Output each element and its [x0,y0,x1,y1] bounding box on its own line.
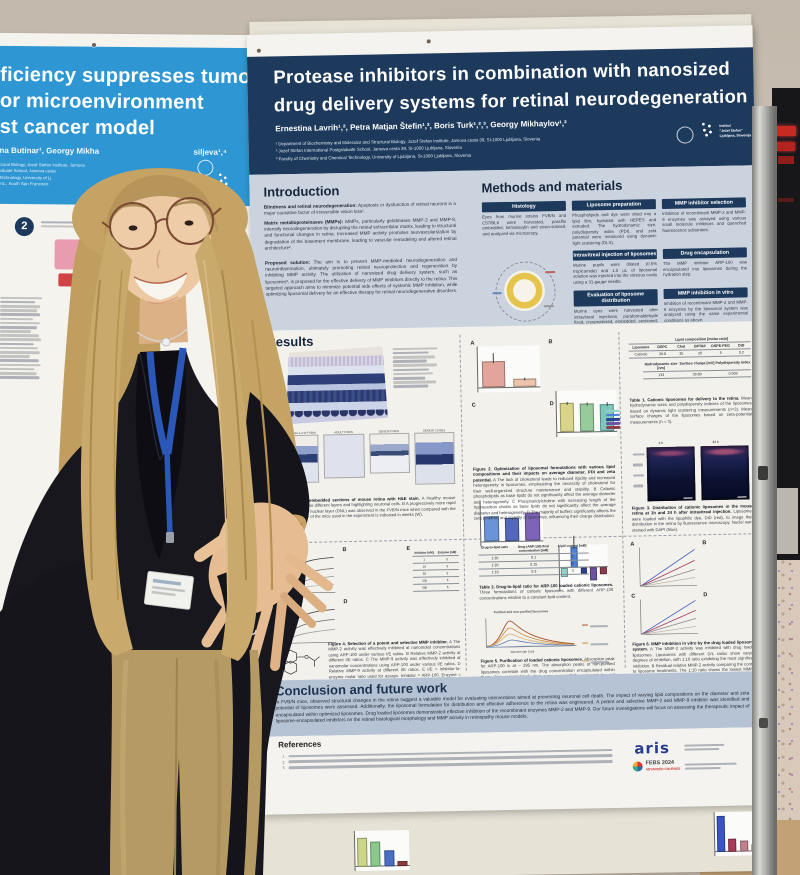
institute-logo-text: Institut "Jožef Stefan" Ljubljana, Slove… [719,123,752,138]
lanyard [146,347,187,535]
fig6-mmp9-lines [640,599,699,635]
aris-logo-lines [684,742,725,753]
febs-event-lines [684,761,737,772]
main-poster-header: Protease inhibitors in combination with … [246,47,756,175]
fig3-fluorescence-1h [646,446,696,502]
fig6-mmp2-lines [639,547,698,587]
left-poster-title-line: ficiency suppresses tumor growth [0,63,257,89]
eye [128,225,138,231]
method-box-encapsulation: Drug encapsulation The MMP inhibitor ARP… [662,247,748,277]
poster-authors: Ernestina Lavrih¹,², Petra Matjan Štefin… [275,118,567,134]
fig5-absorption-plot [485,618,577,648]
fig3-time-1h: 1 h [658,441,664,446]
seal-logo-icon [676,126,694,144]
left-poster-title-line: st cancer model [0,115,156,140]
method-box-histology: Histology Eyes from murine strains FVB/N… [481,200,567,237]
hair-fringe [104,175,218,238]
fig2-caption: Figure 2. Optimization of liposomal form… [472,463,616,521]
left-poster-authors-right: siljeva¹,⁴ [193,147,227,157]
eyebrow [173,201,206,208]
presenter-person [0,168,333,875]
method-box-body: Eyes from murine strains FVB/N and C57/B… [482,212,567,237]
hair-front-strands [80,232,274,661]
trouser-crease [174,657,178,875]
table1-caption: Table 1. Cationic liposomes for delivery… [629,395,752,425]
push-pin [92,43,96,47]
poster-affiliations: ¹ Department of Biochemistry and Molecul… [275,136,541,162]
method-box-inhibitor-selection: MMP inhibitor selection Inhibition of re… [661,197,747,233]
fig2-a-letter: A [470,340,475,347]
method-box-title: Histology [481,200,566,213]
febs-logo-icon [632,761,643,772]
fig2-b-letter: B [548,339,553,346]
table2: Drug-to-lipid ratio Drug (ARP-100) final… [478,542,589,577]
stand-pole [752,106,777,875]
fig5-xlabel: Wavelength [nm] [510,649,535,654]
fig2-d-letter: D [549,401,554,408]
febs-logo-text: FEBS 2024 ADVANCED COURSES [645,759,681,772]
lanyard-clip [166,532,174,543]
method-box-injection: Intravitreal injection of liposomes Muri… [572,249,658,285]
nose [156,249,161,269]
push-pin [256,48,261,53]
left-poster-authors: na Butinar¹, Georgy Mikha [0,145,100,156]
fig6-d-letter: D [703,592,708,599]
method-box-liposome-prep: Liposome preparation Phospholipids and d… [571,199,657,246]
aris-logo: aris [634,738,671,758]
fig6-b-letter: B [702,540,707,547]
fig5-title: Purified and non-purified liposomes [493,609,549,615]
blazer-front-left [0,559,112,875]
table1: Lipid composition [molar ratio] Liposome… [628,335,752,380]
fig2-d-legend [605,408,621,431]
liposome-diagram [492,261,557,323]
face [109,181,211,303]
fig2-c-letter: C [471,402,476,409]
methods-heading: Methods and materials [481,177,623,196]
fig6-c-letter: C [631,593,636,600]
smile [134,273,187,300]
fig4-e-letter: E [406,545,411,552]
push-pin [426,39,431,44]
necklace-pendant [161,337,171,347]
fig4-d-chart [353,829,410,872]
fig2-panel-a-chart [476,345,541,393]
institute-logo-icon [700,121,719,139]
eye [184,220,194,226]
fig3-fluorescence-24h [700,445,750,501]
fig3-layer-labels [632,451,646,489]
conference-badge [143,571,194,610]
table2-caption: Table 2. Drug-to-lipid ratio for ARP-100… [479,581,614,601]
method-box-inhibition-vitro: MMP inhibition in vitro Inhibition of re… [663,287,749,323]
fig6-a-letter: A [630,541,635,548]
fig1-layer-labels [392,345,450,390]
fig3-time-24h: 24 h [712,439,719,445]
poster-title-line1: Protease inhibitors in combination with … [273,57,731,88]
fig3-caption: Figure 3. Distribution of cationic lipos… [631,503,755,533]
left-poster-title-line: or microenvironment [0,89,204,114]
poster-title-line2: drug delivery systems for retinal neurod… [273,85,748,116]
